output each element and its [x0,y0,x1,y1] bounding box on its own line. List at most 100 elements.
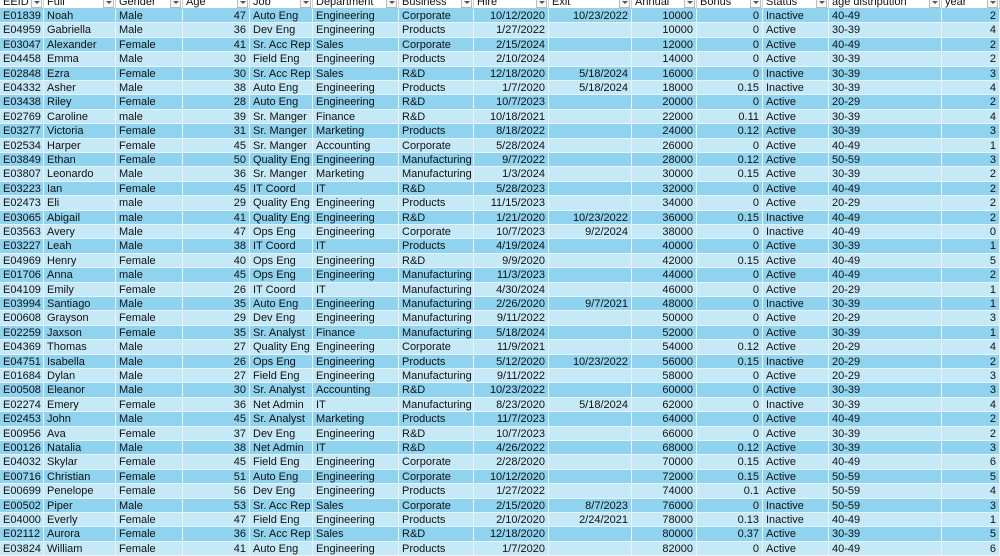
table-cell: Caroline [44,109,116,125]
filter-button[interactable] [386,0,397,8]
filter-button[interactable] [619,0,630,8]
column-header[interactable]: Exit [549,0,632,9]
column-header[interactable]: Business [399,0,474,9]
table-cell: 60000 [632,383,697,398]
table-cell: E02473 [0,196,44,211]
table-cell: R&D [399,66,474,81]
table-cell: 52000 [632,325,697,341]
table-cell: Corporate [399,340,474,355]
table-cell: 30-39 [829,325,942,341]
table-cell: Engineering [313,81,399,96]
table-cell: 30-39 [829,109,942,125]
filter-button[interactable] [816,0,827,8]
filter-button[interactable] [103,0,114,8]
table-cell: Field Eng [250,455,313,470]
column-header[interactable]: Department [313,0,399,9]
table-cell: 36000 [632,210,697,225]
table-cell: 37 [183,426,250,441]
filter-button[interactable] [237,0,248,8]
table-cell [549,455,632,470]
table-cell: Engineering [313,268,399,283]
table-cell: 28000 [632,153,697,168]
table-cell: Male [116,297,183,312]
table-cell: Quality Eng [250,196,313,211]
table-cell: Sales [313,37,399,53]
table-cell [549,181,632,197]
table-cell: Active [763,253,829,269]
table-cell: 50 [183,153,250,168]
table-cell: 0.15 [697,469,763,485]
filter-button[interactable] [929,0,940,8]
table-cell: 40-49 [829,253,942,269]
table-cell: 3 [942,311,1000,326]
table-cell: 0 [697,397,763,413]
table-cell: 0.15 [697,455,763,470]
table-cell: Female [116,426,183,441]
table-cell: 0.11 [697,109,763,125]
table-cell: Engineering [313,426,399,441]
table-cell: 30000 [632,167,697,182]
filter-button[interactable] [31,0,42,8]
table-cell: Active [763,23,829,38]
table-cell: 0.1 [697,484,763,499]
table-cell: 48000 [632,297,697,312]
column-header[interactable]: age distripution [829,0,942,9]
table-cell: Active [763,196,829,211]
table-cell: 30-39 [829,426,942,441]
table-cell: 0 [697,541,763,556]
filter-button[interactable] [750,0,761,8]
table-cell: 2 [942,52,1000,67]
table-cell: 10/7/2023 [474,225,549,240]
column-header[interactable]: Hire [474,0,549,9]
filter-button[interactable] [536,0,547,8]
table-cell: Manufacturing [399,297,474,312]
filter-button[interactable] [170,0,181,8]
table-cell: Gabriella [44,23,116,38]
table-cell: Sales [313,498,399,513]
table-cell: R&D [399,441,474,456]
table-cell: Inactive [763,225,829,240]
column-header[interactable]: Job [250,0,313,9]
table-cell [549,426,632,441]
table-cell: 40-49 [829,9,942,24]
table-cell: Dev Eng [250,484,313,499]
table-cell: Female [116,325,183,341]
table-cell: Sr. Acc Rep [250,527,313,542]
table-cell: 30 [183,383,250,398]
table-cell: 36 [183,397,250,413]
table-cell: Active [763,95,829,110]
table-cell: 9/11/2022 [474,369,549,384]
table-cell: 2/28/2020 [474,455,549,470]
column-header[interactable]: Age [183,0,250,9]
table-cell: Products [399,354,474,369]
table-cell: Corporate [399,455,474,470]
filter-button[interactable] [461,0,472,8]
table-cell: Inactive [763,513,829,528]
table-cell: Eli [44,196,116,211]
filter-button[interactable] [684,0,695,8]
table-cell: Female [116,95,183,110]
table-cell: 0 [697,138,763,153]
table-cell: Male [116,441,183,456]
filter-button[interactable] [987,0,998,8]
table-cell: 40 [183,253,250,269]
table-cell [549,124,632,139]
column-header[interactable]: Bonus [697,0,763,9]
column-header[interactable]: EEID [0,0,44,9]
table-cell: 58000 [632,369,697,384]
column-header[interactable]: Status [763,0,829,9]
column-header[interactable]: Annual [632,0,697,9]
table-cell: E03223 [0,181,44,197]
table-cell: 30-39 [829,239,942,254]
table-cell: 10/23/2022 [549,9,632,24]
table-cell: Engineering [313,153,399,168]
table-cell: Manufacturing [399,268,474,283]
table-cell: Active [763,369,829,384]
table-cell: 30-39 [829,397,942,413]
column-header[interactable]: Gender [116,0,183,9]
table-cell: 2/26/2020 [474,297,549,312]
table-cell: Auto Eng [250,541,313,556]
table-cell: Active [763,52,829,67]
filter-button[interactable] [300,0,311,8]
column-header[interactable]: Full [44,0,116,9]
